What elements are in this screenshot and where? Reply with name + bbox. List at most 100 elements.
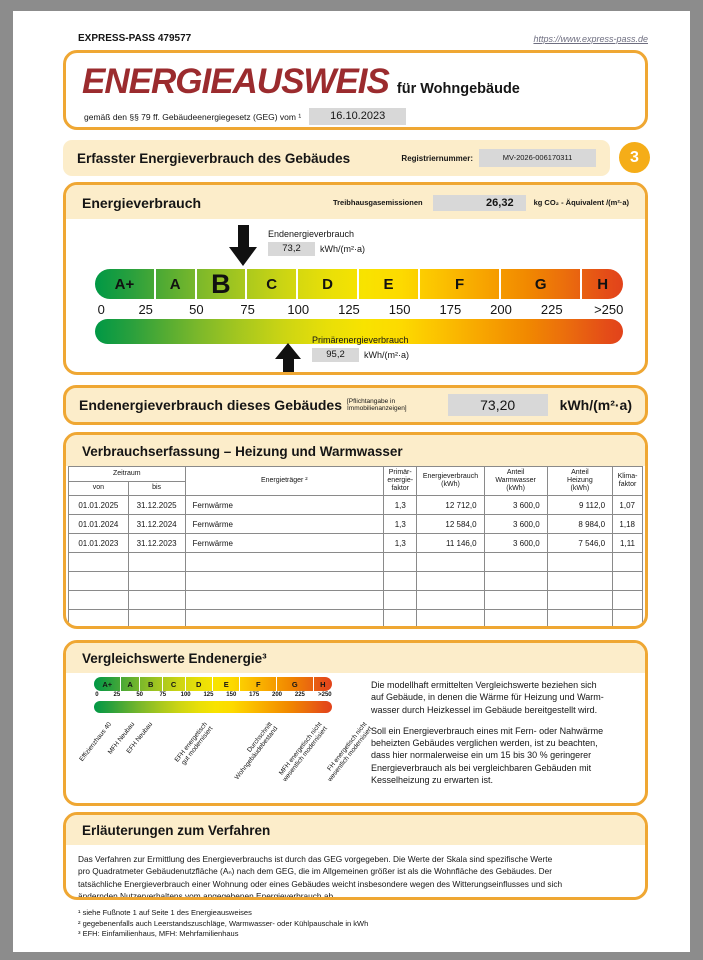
consumption-title: Energieverbrauch <box>82 194 202 211</box>
tick-225: 225 <box>540 302 563 317</box>
section-title: Erfasster Energieverbrauch des Gebäudes <box>77 150 351 166</box>
mini-class-b: B <box>140 677 163 691</box>
primary-energy-gradient-bar <box>95 319 623 344</box>
class-cell-aplus: A+ <box>95 269 156 299</box>
cell-warmwasser: 3 600,0 <box>483 514 548 534</box>
header-zeitraum: Zeitraum <box>68 466 186 482</box>
cell-verbrauch: 12 584,0 <box>416 514 485 534</box>
mini-tick: 75 <box>159 692 167 698</box>
registration-label: Registriernummer: <box>401 153 473 163</box>
tick-125: 125 <box>338 302 360 317</box>
table-empty-row <box>68 552 643 572</box>
cell-traeger: Fernwärme <box>184 495 385 515</box>
table-empty-row <box>68 609 643 626</box>
comparison-label: Durchschnitt Wohngebäudebestand <box>233 721 280 782</box>
mini-class-a: A <box>121 677 140 691</box>
cell-traeger: Fernwärme <box>184 533 385 553</box>
tick-250plus: >250 <box>594 302 624 317</box>
explanation-text: Das Verfahren zur Ermittlung des Energie… <box>78 854 563 900</box>
class-cell-h: H <box>597 275 609 293</box>
energy-class-bar: A+ A B C D E F G H <box>95 269 623 299</box>
header-energieverbrauch: Energieverbrauch (kWh) <box>416 466 485 496</box>
mini-tick: 225 <box>294 692 305 698</box>
mini-class-e: E <box>213 677 241 691</box>
tick-50: 50 <box>189 302 204 317</box>
end-energy-summary-unit: kWh/(m²·a) <box>559 397 632 413</box>
tick-175: 175 <box>439 302 462 317</box>
footnote-2: ² gegebenenfalls auch Leerstandszuschläg… <box>78 918 369 928</box>
cell-verbrauch: 11 146,0 <box>416 533 485 553</box>
ghg-label: Treibhausgasemissionen <box>332 198 423 207</box>
header-von: von <box>68 481 129 496</box>
cell-klima: 1,07 <box>612 495 643 515</box>
mini-class-f: F <box>240 677 278 691</box>
cell-klima: 1,11 <box>612 533 643 553</box>
tick-75: 75 <box>240 302 255 317</box>
explanation-box: Erläuterungen zum Verfahren Das Verfahre… <box>63 812 648 900</box>
section-header-bar: Erfasster Energieverbrauch des Gebäudes … <box>63 140 610 176</box>
ghg-value-field: 26,32 <box>432 194 526 211</box>
energy-consumption-box: Energieverbrauch Treibhausgasemissionen … <box>63 182 648 375</box>
end-energy-label: Endenergieverbrauch <box>268 229 355 239</box>
comparison-paragraph-2: Soll ein Energieverbrauch eines mit Fern… <box>371 725 604 786</box>
table-row: 01.01.2023 31.12.2023 Fernwärme 1,3 11 1… <box>68 533 643 553</box>
mandatory-note: [Pflichtangabe in Immobilienanzeigen] <box>347 398 407 412</box>
comparison-label: FH energetisch nicht wesentlich modernis… <box>326 721 375 784</box>
end-energy-unit: kWh/(m²·a) <box>320 244 365 254</box>
title-box: ENERGIEAUSWEIS für Wohngebäude gemäß den… <box>63 50 648 130</box>
footnote-1: ¹ siehe Fußnote 1 auf Seite 1 des Energi… <box>78 908 252 917</box>
cell-warmwasser: 3 600,0 <box>483 533 548 553</box>
header-anteil-heizung: Anteil Heizung (kWh) <box>546 466 614 496</box>
mini-class-aplus: A+ <box>94 677 122 691</box>
cell-von: 01.01.2024 <box>68 514 129 534</box>
consumption-table-box: Verbrauchserfassung – Heizung und Warmwa… <box>63 432 648 629</box>
end-energy-value-field: 73,2 <box>268 242 315 256</box>
page-number-badge: 3 <box>619 142 650 173</box>
comparison-label: Effizienzhaus 40 <box>78 721 114 763</box>
registration-number-field: MV-2026-006170311 <box>479 149 596 167</box>
energy-class-scale: A+ A B C D E F G H 0 25 50 75 100 125 15… <box>95 269 623 344</box>
table-empty-row <box>68 590 643 610</box>
issue-date-field: 16.10.2023 <box>309 108 407 125</box>
table-title: Verbrauchserfassung – Heizung und Warmwa… <box>82 443 403 459</box>
mini-tick: 25 <box>113 692 121 698</box>
mini-class-c: C <box>163 677 186 691</box>
header-bis: bis <box>127 481 186 496</box>
cell-pef: 1,3 <box>383 533 418 553</box>
primary-energy-value-field: 95,2 <box>312 348 359 362</box>
footnotes: ¹ siehe Fußnote 1 auf Seite 1 des Energi… <box>78 908 368 940</box>
tick-200: 200 <box>490 302 512 317</box>
end-energy-summary-bar: Endenergieverbrauch dieses Gebäudes [Pfl… <box>63 385 648 425</box>
class-cell-d: D <box>298 269 359 299</box>
header-pef: Primär- energie- faktor <box>383 466 418 496</box>
tick-100: 100 <box>287 302 310 317</box>
class-cell-e: E <box>359 269 420 299</box>
cell-pef: 1,3 <box>383 495 418 515</box>
cell-pef: 1,3 <box>383 514 418 534</box>
mini-class-d: D <box>186 677 213 691</box>
cell-klima: 1,18 <box>612 514 643 534</box>
cell-bis: 31.12.2023 <box>127 533 186 553</box>
tick-150: 150 <box>388 302 411 317</box>
cell-bis: 31.12.2024 <box>127 514 186 534</box>
comparison-paragraph-1: Die modellhaft ermittelten Vergleichswer… <box>371 680 604 715</box>
ghg-unit: kg CO₂ - Äquivalent /(m²·a) <box>533 198 629 207</box>
table-row: 01.01.2025 31.12.2025 Fernwärme 1,3 12 7… <box>68 495 643 515</box>
class-cell-a: A <box>156 269 197 299</box>
mini-tick: 125 <box>203 692 214 698</box>
header-anteil-warmwasser: Anteil Warmwasser (kWh) <box>483 466 548 496</box>
cell-warmwasser: 3 600,0 <box>483 495 548 515</box>
primary-energy-label: Primärenergieverbrauch <box>312 335 409 345</box>
provider-url-link[interactable]: https://www.express-pass.de <box>533 34 648 44</box>
comparison-box: Vergleichswerte Endenergie³ A+ A B C D E… <box>63 640 648 806</box>
cell-traeger: Fernwärme <box>184 514 385 534</box>
tick-0: 0 <box>97 302 105 317</box>
pass-reference: EXPRESS-PASS 479577 <box>78 33 192 44</box>
table-empty-row <box>68 571 643 591</box>
scale-ticks: 0 25 50 75 100 125 150 175 200 225 >250 <box>95 299 624 319</box>
header-klimafaktor: Klima- faktor <box>612 466 643 496</box>
mini-tick: 100 <box>180 692 191 698</box>
cell-heizung: 8 984,0 <box>546 514 614 534</box>
consumption-table: Zeitraum Energieträger ² Primär- energie… <box>68 466 643 626</box>
tick-25: 25 <box>138 302 153 317</box>
